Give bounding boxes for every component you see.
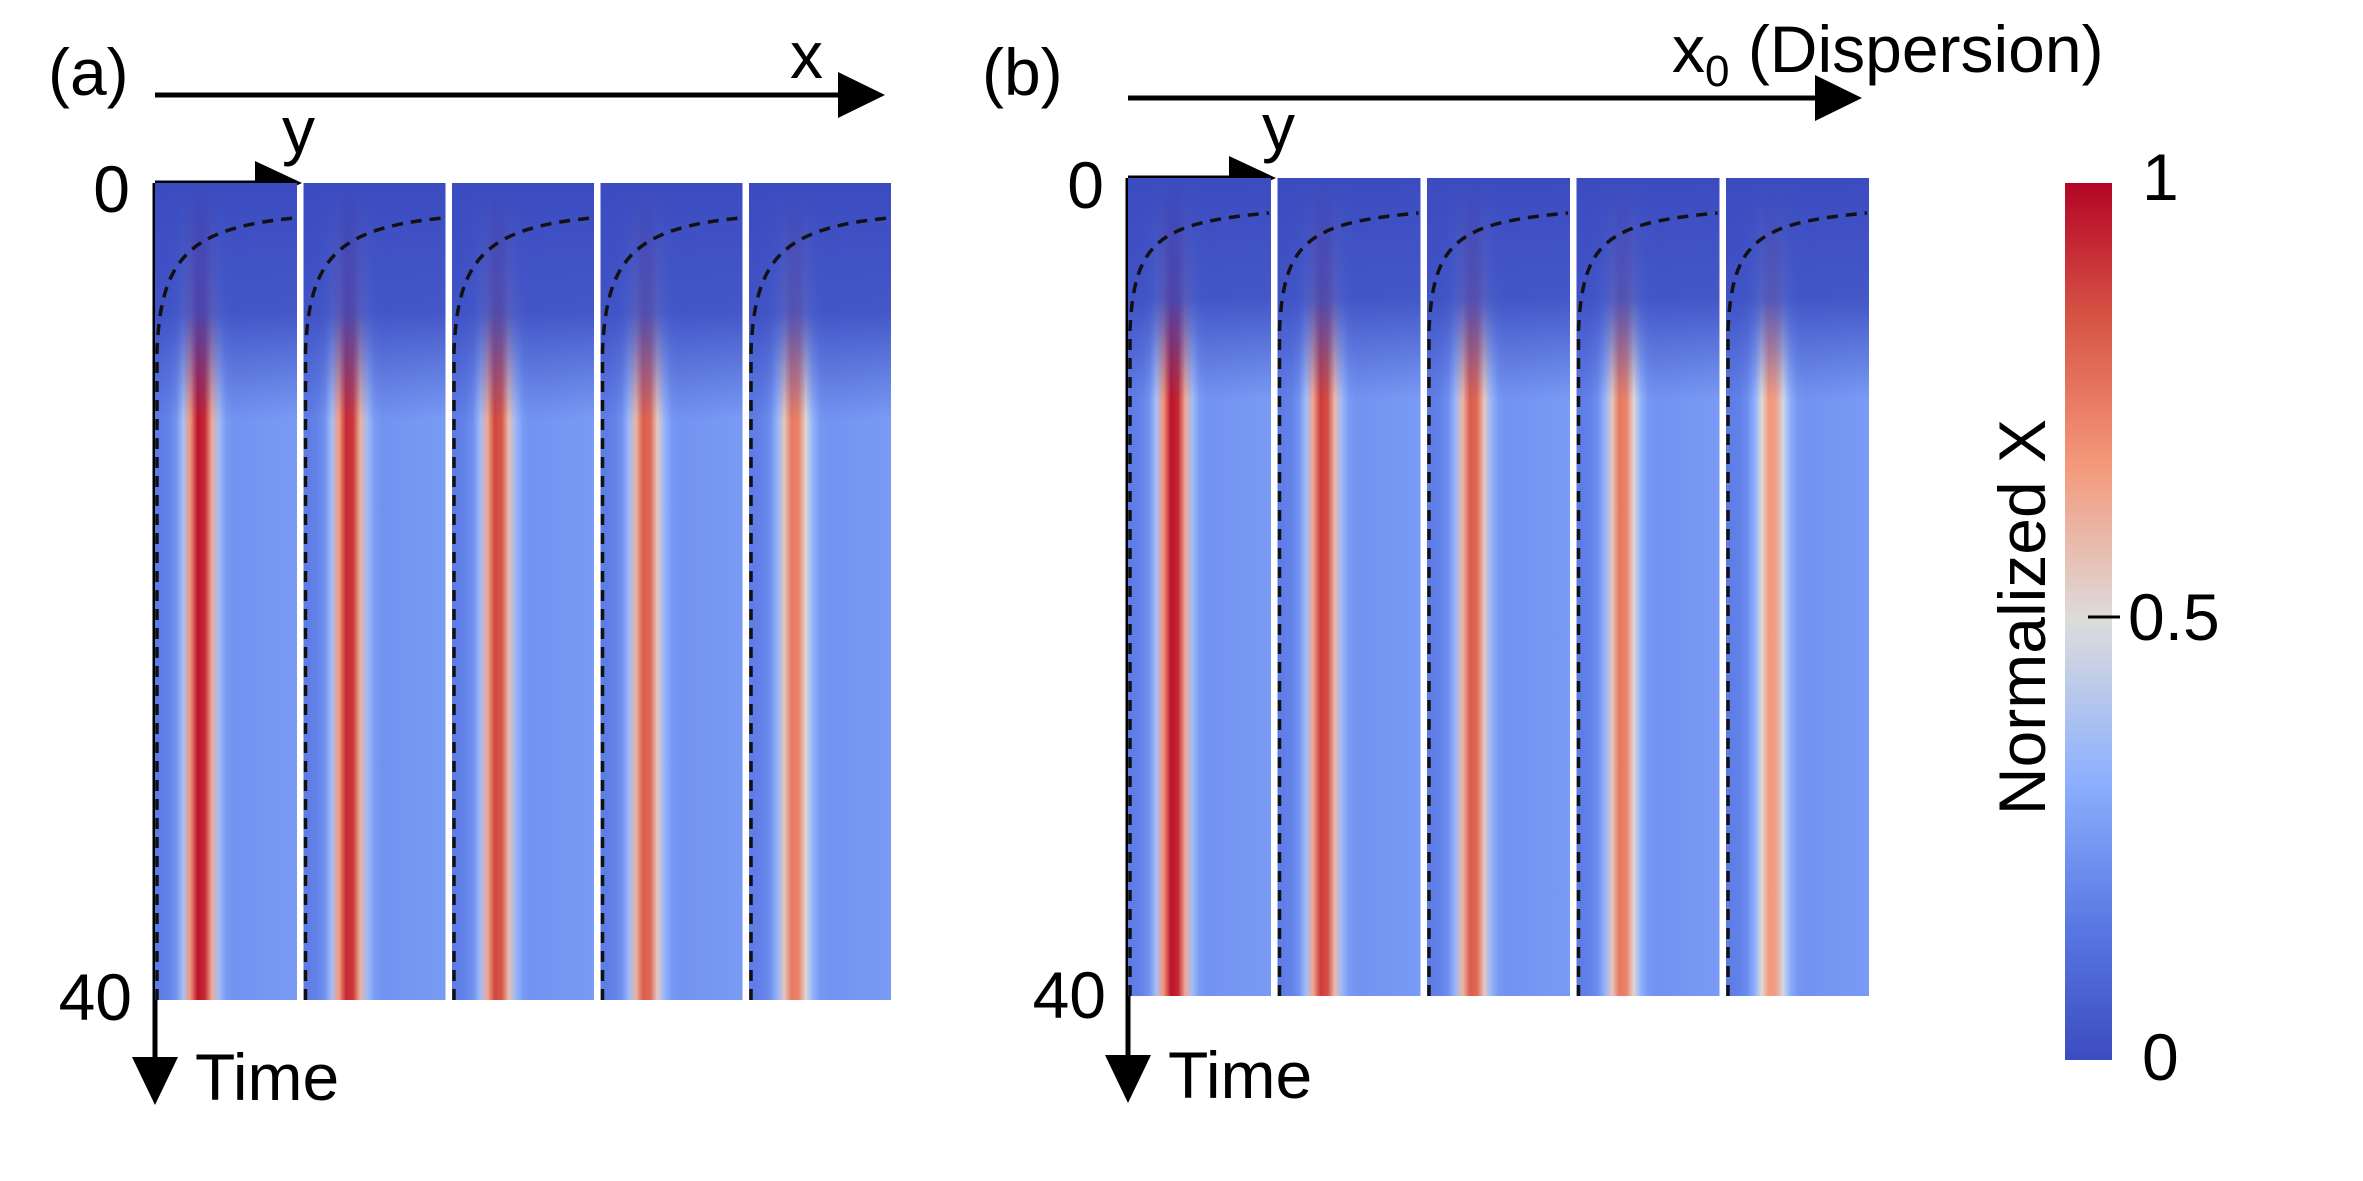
panel-a-time-arrowhead (132, 1057, 178, 1105)
heatmap-strip-top-region-a-2 (303, 183, 446, 420)
panel-a-x-arrowhead (838, 72, 885, 118)
colorbar-tick-0-5: 0.5 (2128, 580, 2220, 654)
colorbar-label: Normalized X (1985, 419, 2059, 815)
heatmap-strip-top-region-b-3 (1427, 178, 1570, 400)
panel-b-x-arrowhead (1815, 75, 1862, 121)
panel-b-time-end: 40 (1033, 958, 1106, 1032)
panel-a-label: (a) (48, 35, 129, 109)
panel-b-y-axis-label: y (1262, 90, 1295, 164)
heatmap-strip-top-region-b-2 (1277, 178, 1421, 400)
colorbar: 1 0.5 0 Normalized X (1985, 140, 2220, 1094)
heatmap-strip-top-region-a-1 (155, 183, 297, 420)
panel-a-heatmap-strips (155, 183, 891, 1000)
panel-b-x-axis-label: x0 (Dispersion) (1672, 12, 2104, 96)
heatmap-strip-top-region-b-1 (1128, 178, 1271, 400)
panel-a-time-start: 0 (93, 152, 130, 226)
front-curve-b-3 (1427, 211, 1569, 996)
heatmap-strip-top-region-a-4 (600, 183, 743, 420)
front-curve-a-5 (749, 216, 890, 1000)
panel-b: (b) x0 (Dispersion) y 0 40 Time (982, 12, 2104, 1112)
panel-b-time-start: 0 (1067, 148, 1104, 222)
heatmap-strip-top-region-b-5 (1726, 178, 1869, 400)
front-curve-b-4 (1576, 211, 1718, 996)
front-curve-a-3 (452, 216, 593, 1000)
panel-a-y-axis-label: y (282, 93, 315, 167)
panel-b-time-label: Time (1168, 1038, 1312, 1112)
front-curve-a-2 (303, 216, 444, 1000)
panel-a: (a) x y 0 40 Time (48, 18, 891, 1114)
heatmap-strip-top-region-a-3 (452, 183, 594, 420)
panel-b-time-arrowhead (1105, 1055, 1151, 1103)
front-curve-b-2 (1277, 211, 1419, 996)
colorbar-tick-0: 0 (2142, 1020, 2179, 1094)
panel-a-x-axis-label: x (790, 18, 823, 92)
panel-a-time-label: Time (195, 1040, 339, 1114)
heatmap-strip-top-region-b-4 (1576, 178, 1720, 400)
heatmap-strip-top-region-a-5 (749, 183, 891, 420)
panel-a-time-end: 40 (59, 960, 132, 1034)
front-curve-a-1 (155, 216, 296, 1000)
front-curve-b-5 (1726, 211, 1868, 996)
colorbar-tick-1: 1 (2142, 140, 2179, 214)
front-curve-b-1 (1128, 211, 1270, 996)
panel-b-label: (b) (982, 35, 1063, 109)
colorbar-gradient (2065, 183, 2112, 1060)
panel-b-heatmap-strips (1128, 178, 1869, 996)
front-curve-a-4 (600, 216, 741, 1000)
